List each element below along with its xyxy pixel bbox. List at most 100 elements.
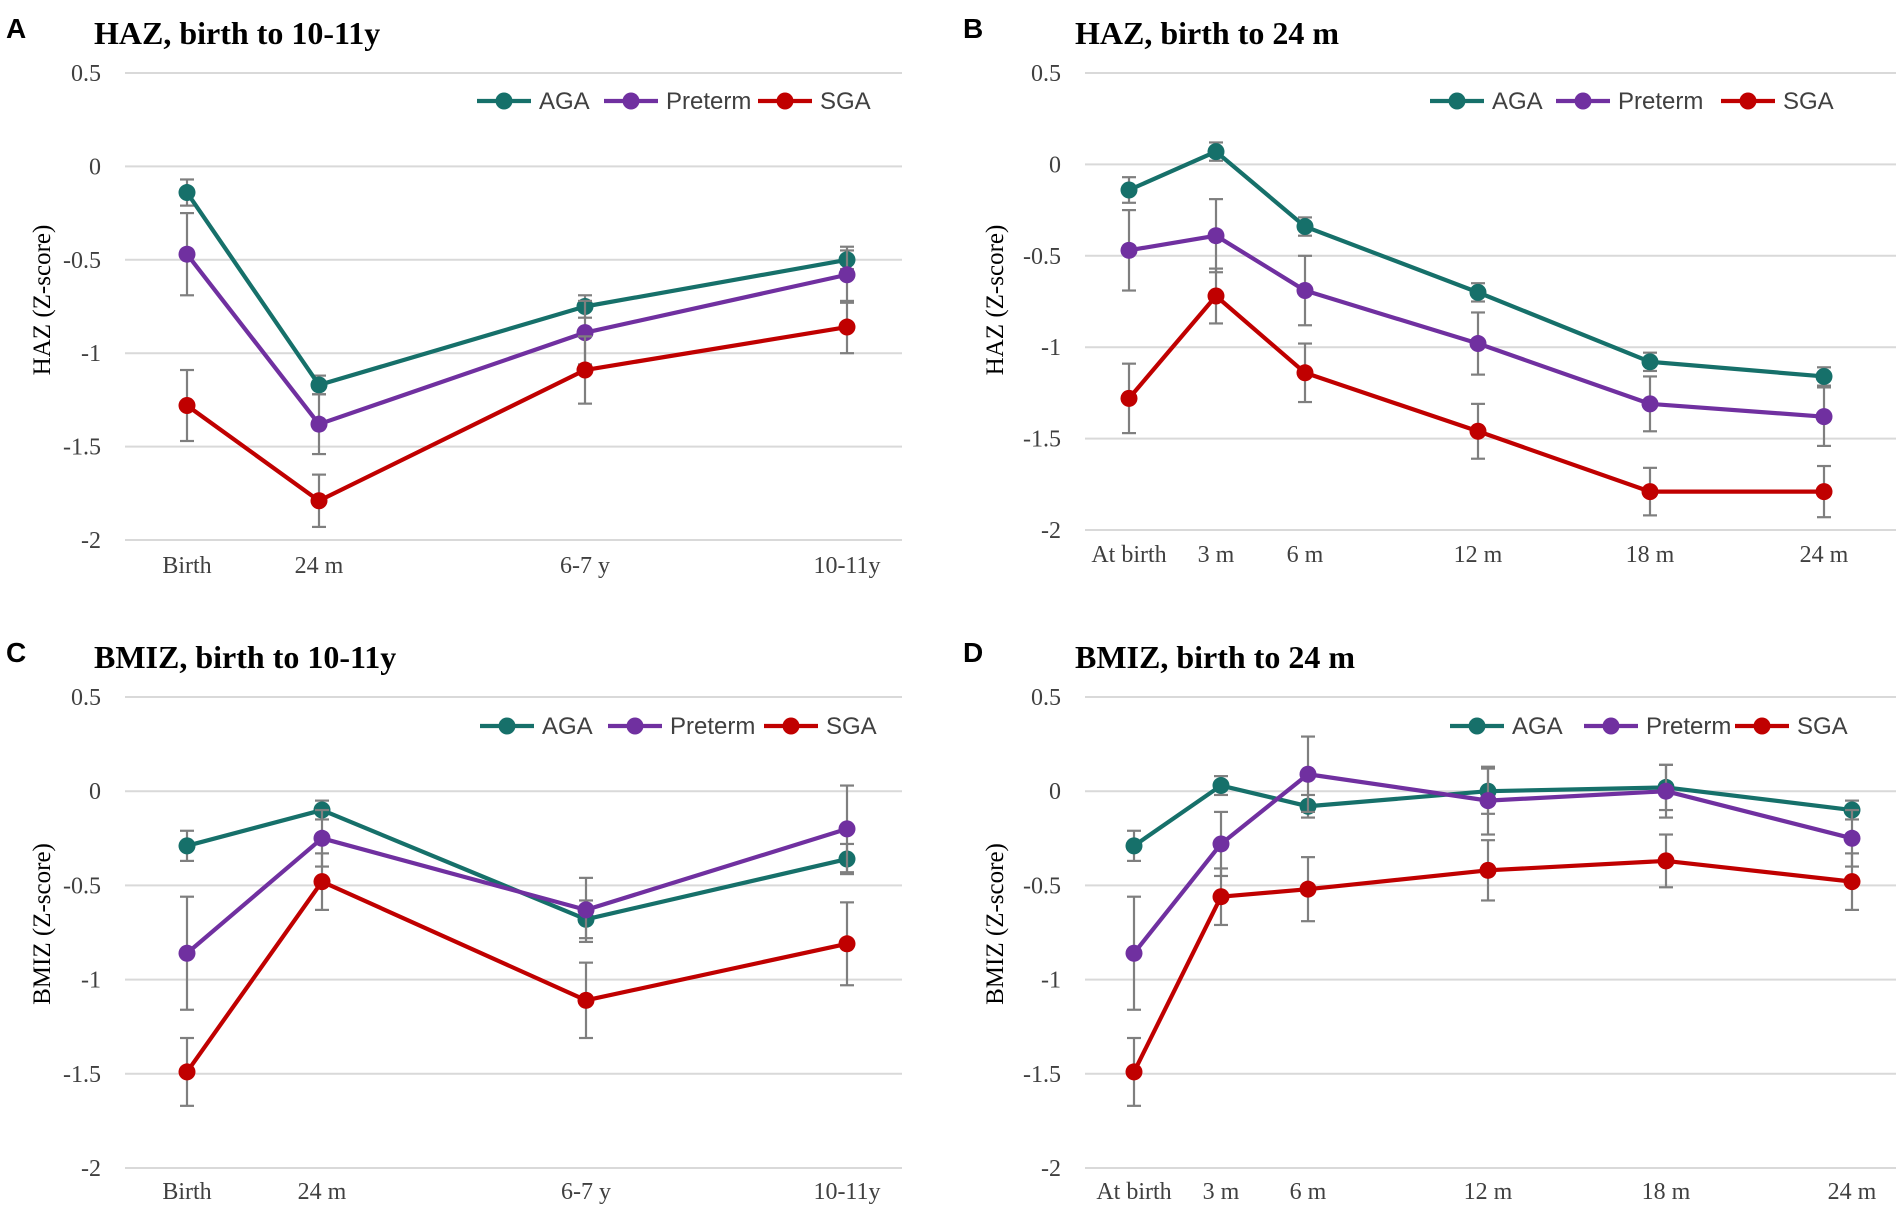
data-point <box>1125 837 1143 855</box>
data-point <box>838 820 856 838</box>
legend: AGA Preterm SGA <box>1430 88 1834 115</box>
legend-swatch-marker <box>1739 92 1757 110</box>
y-tick-label: 0 <box>1049 779 1061 805</box>
data-point <box>1469 283 1487 301</box>
legend-label: AGA <box>539 88 590 115</box>
legend-swatch-marker <box>1448 92 1466 110</box>
y-tick-label: -1.5 <box>1023 427 1061 453</box>
series-sga <box>178 852 856 1107</box>
legend-swatch-marker <box>495 92 513 110</box>
data-point <box>310 415 328 433</box>
y-tick-label: 0 <box>89 779 101 805</box>
legend-item-preterm: Preterm <box>1584 713 1731 740</box>
x-tick-label: 6 m <box>1287 542 1324 568</box>
y-tick-label: -2 <box>81 1156 101 1182</box>
data-point <box>1479 861 1497 879</box>
series-line <box>185 191 848 388</box>
y-tick-label: -0.5 <box>63 248 101 274</box>
series-line <box>1128 233 1825 419</box>
series-preterm <box>1120 198 1833 448</box>
data-point <box>1641 353 1659 371</box>
legend-swatch-marker <box>622 92 640 110</box>
data-point <box>1641 395 1659 413</box>
legend-item-sga: SGA <box>764 713 877 740</box>
x-tick-label: 3 m <box>1198 542 1235 568</box>
x-tick-label: Birth <box>162 1179 211 1205</box>
data-point <box>1641 483 1659 501</box>
x-tick-label: 18 m <box>1626 542 1675 568</box>
series-line <box>185 879 848 1074</box>
data-point <box>1296 364 1314 382</box>
data-point <box>178 837 196 855</box>
series-line <box>1128 149 1825 379</box>
series-line <box>1132 783 1853 848</box>
y-axis-title: BMIZ (Z-score) <box>29 843 56 1005</box>
x-tick-label: Birth <box>162 553 211 579</box>
panel-d: D BMIZ, birth to 24 m 0.5 0 -0.5 -1 -1.5 -2 BMIZ… <box>963 637 1896 1205</box>
legend-item-sga: SGA <box>758 88 871 115</box>
y-tick-label: -2 <box>81 528 101 554</box>
series-line <box>1132 772 1853 955</box>
x-tick-label: At birth <box>1096 1179 1171 1205</box>
panel-a: A HAZ, birth to 10-11y 0.5 0 -0.5 -1 -1.5 -2 HAZ… <box>6 13 902 579</box>
y-axis-title: BMIZ (Z-score) <box>982 843 1009 1005</box>
data-point <box>1212 888 1230 906</box>
legend-label: Preterm <box>670 713 755 740</box>
data-point <box>310 376 328 394</box>
x-tick-label: 18 m <box>1642 1179 1691 1205</box>
x-tick-label: 24 m <box>295 553 344 579</box>
chart-title: BMIZ, birth to 10-11y <box>94 639 396 675</box>
y-tick-label: 0.5 <box>71 61 101 87</box>
legend-swatch-marker <box>1602 717 1620 735</box>
series-line <box>1127 293 1824 494</box>
legend-label: SGA <box>1797 713 1848 740</box>
data-point <box>313 829 331 847</box>
legend-swatch-marker <box>1574 92 1592 110</box>
chart-title: HAZ, birth to 10-11y <box>94 15 380 51</box>
y-tick-label: -0.5 <box>1023 873 1061 899</box>
y-tick-label: 0.5 <box>1031 61 1061 87</box>
series-line <box>185 252 848 427</box>
x-tick-label: 24 m <box>1828 1179 1877 1205</box>
data-point <box>1207 227 1225 245</box>
x-tick-label: 12 m <box>1464 1179 1513 1205</box>
data-point <box>1125 1063 1143 1081</box>
data-point <box>1815 483 1833 501</box>
legend-label: Preterm <box>666 88 751 115</box>
data-point <box>1120 181 1138 199</box>
y-tick-label: -1 <box>1041 335 1061 361</box>
panel-letter: D <box>963 637 983 668</box>
legend-swatch-marker <box>626 717 644 735</box>
legend-item-aga: AGA <box>1430 88 1543 115</box>
legend: AGA Preterm SGA <box>1450 713 1848 740</box>
data-point <box>1815 367 1833 385</box>
legend-item-preterm: Preterm <box>608 713 755 740</box>
data-point <box>1212 835 1230 853</box>
panel-letter: C <box>6 637 26 668</box>
series-preterm <box>178 784 856 1011</box>
data-point <box>1657 852 1675 870</box>
legend-item-aga: AGA <box>480 713 593 740</box>
legend-swatch-marker <box>498 717 516 735</box>
legend-item-aga: AGA <box>1450 713 1563 740</box>
panel-letter: A <box>6 13 26 44</box>
panel-c: C BMIZ, birth to 10-11y 0.5 0 -0.5 -1 -1.5 -2 BM… <box>6 637 902 1205</box>
x-tick-label: 12 m <box>1454 542 1503 568</box>
legend-label: SGA <box>820 88 871 115</box>
data-point <box>1207 143 1225 161</box>
x-tick-label: 3 m <box>1203 1179 1240 1205</box>
chart-title: BMIZ, birth to 24 m <box>1075 639 1355 675</box>
y-tick-label: -1 <box>81 968 101 994</box>
y-tick-label: -2 <box>1041 518 1061 544</box>
data-point <box>313 873 331 891</box>
y-tick-label: -1 <box>81 341 101 367</box>
data-point <box>178 184 196 202</box>
data-point <box>1296 218 1314 236</box>
legend-swatch-marker <box>1468 717 1486 735</box>
data-point <box>1657 782 1675 800</box>
legend-swatch-marker <box>782 717 800 735</box>
data-point <box>1299 880 1317 898</box>
data-point <box>1479 792 1497 810</box>
y-tick-label: 0 <box>89 154 101 180</box>
